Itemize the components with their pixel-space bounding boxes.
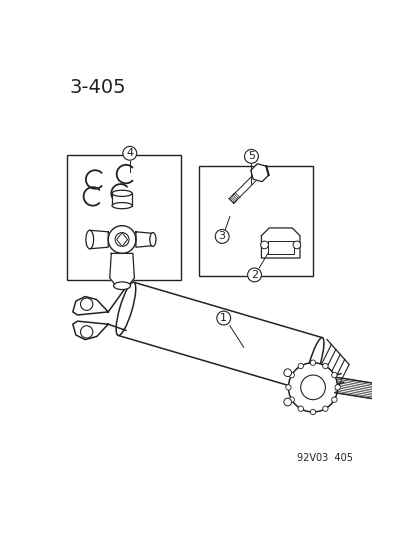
Polygon shape [301, 340, 331, 390]
Polygon shape [108, 287, 126, 330]
Circle shape [322, 406, 327, 411]
Bar [66, 155, 180, 280]
Polygon shape [73, 296, 108, 315]
Circle shape [283, 398, 291, 406]
Polygon shape [334, 377, 375, 399]
Circle shape [247, 268, 261, 282]
Polygon shape [250, 164, 268, 182]
Circle shape [297, 364, 303, 369]
Ellipse shape [304, 337, 323, 391]
Text: 2: 2 [250, 270, 257, 280]
Circle shape [216, 311, 230, 325]
Ellipse shape [116, 282, 135, 335]
Polygon shape [90, 230, 108, 249]
Text: 4: 4 [126, 148, 133, 158]
Text: 3: 3 [218, 231, 225, 241]
Polygon shape [73, 321, 108, 340]
Ellipse shape [112, 190, 132, 196]
Circle shape [331, 397, 336, 402]
Circle shape [322, 364, 327, 369]
Polygon shape [321, 354, 344, 391]
Ellipse shape [85, 230, 93, 249]
Circle shape [260, 241, 268, 249]
Circle shape [244, 149, 258, 163]
Polygon shape [118, 282, 322, 391]
Polygon shape [315, 350, 339, 391]
Circle shape [108, 225, 135, 253]
Circle shape [288, 397, 294, 402]
Text: 3-405: 3-405 [69, 78, 126, 97]
Ellipse shape [112, 203, 132, 209]
Polygon shape [373, 386, 396, 399]
Circle shape [123, 147, 136, 160]
Polygon shape [229, 171, 261, 203]
Circle shape [80, 326, 93, 338]
Circle shape [300, 375, 325, 400]
Bar [199, 166, 312, 277]
Polygon shape [261, 228, 299, 258]
Circle shape [297, 406, 303, 411]
Polygon shape [267, 241, 293, 254]
Circle shape [215, 230, 228, 244]
Circle shape [288, 373, 294, 378]
Polygon shape [135, 232, 152, 247]
Circle shape [292, 241, 300, 249]
Text: 92V03  405: 92V03 405 [297, 453, 352, 463]
Ellipse shape [150, 232, 156, 246]
Circle shape [285, 385, 290, 390]
Polygon shape [322, 374, 343, 388]
Circle shape [310, 360, 315, 366]
Circle shape [288, 363, 337, 412]
Circle shape [115, 232, 129, 246]
Circle shape [334, 385, 339, 390]
Text: 1: 1 [220, 313, 227, 323]
Text: 5: 5 [247, 151, 254, 161]
Polygon shape [109, 253, 134, 286]
Polygon shape [116, 232, 127, 246]
Circle shape [80, 298, 93, 310]
Polygon shape [328, 359, 348, 392]
Polygon shape [308, 344, 335, 390]
Ellipse shape [113, 282, 130, 289]
Bar [112, 193, 132, 206]
Circle shape [310, 409, 315, 415]
Circle shape [283, 369, 291, 377]
Circle shape [331, 373, 336, 378]
